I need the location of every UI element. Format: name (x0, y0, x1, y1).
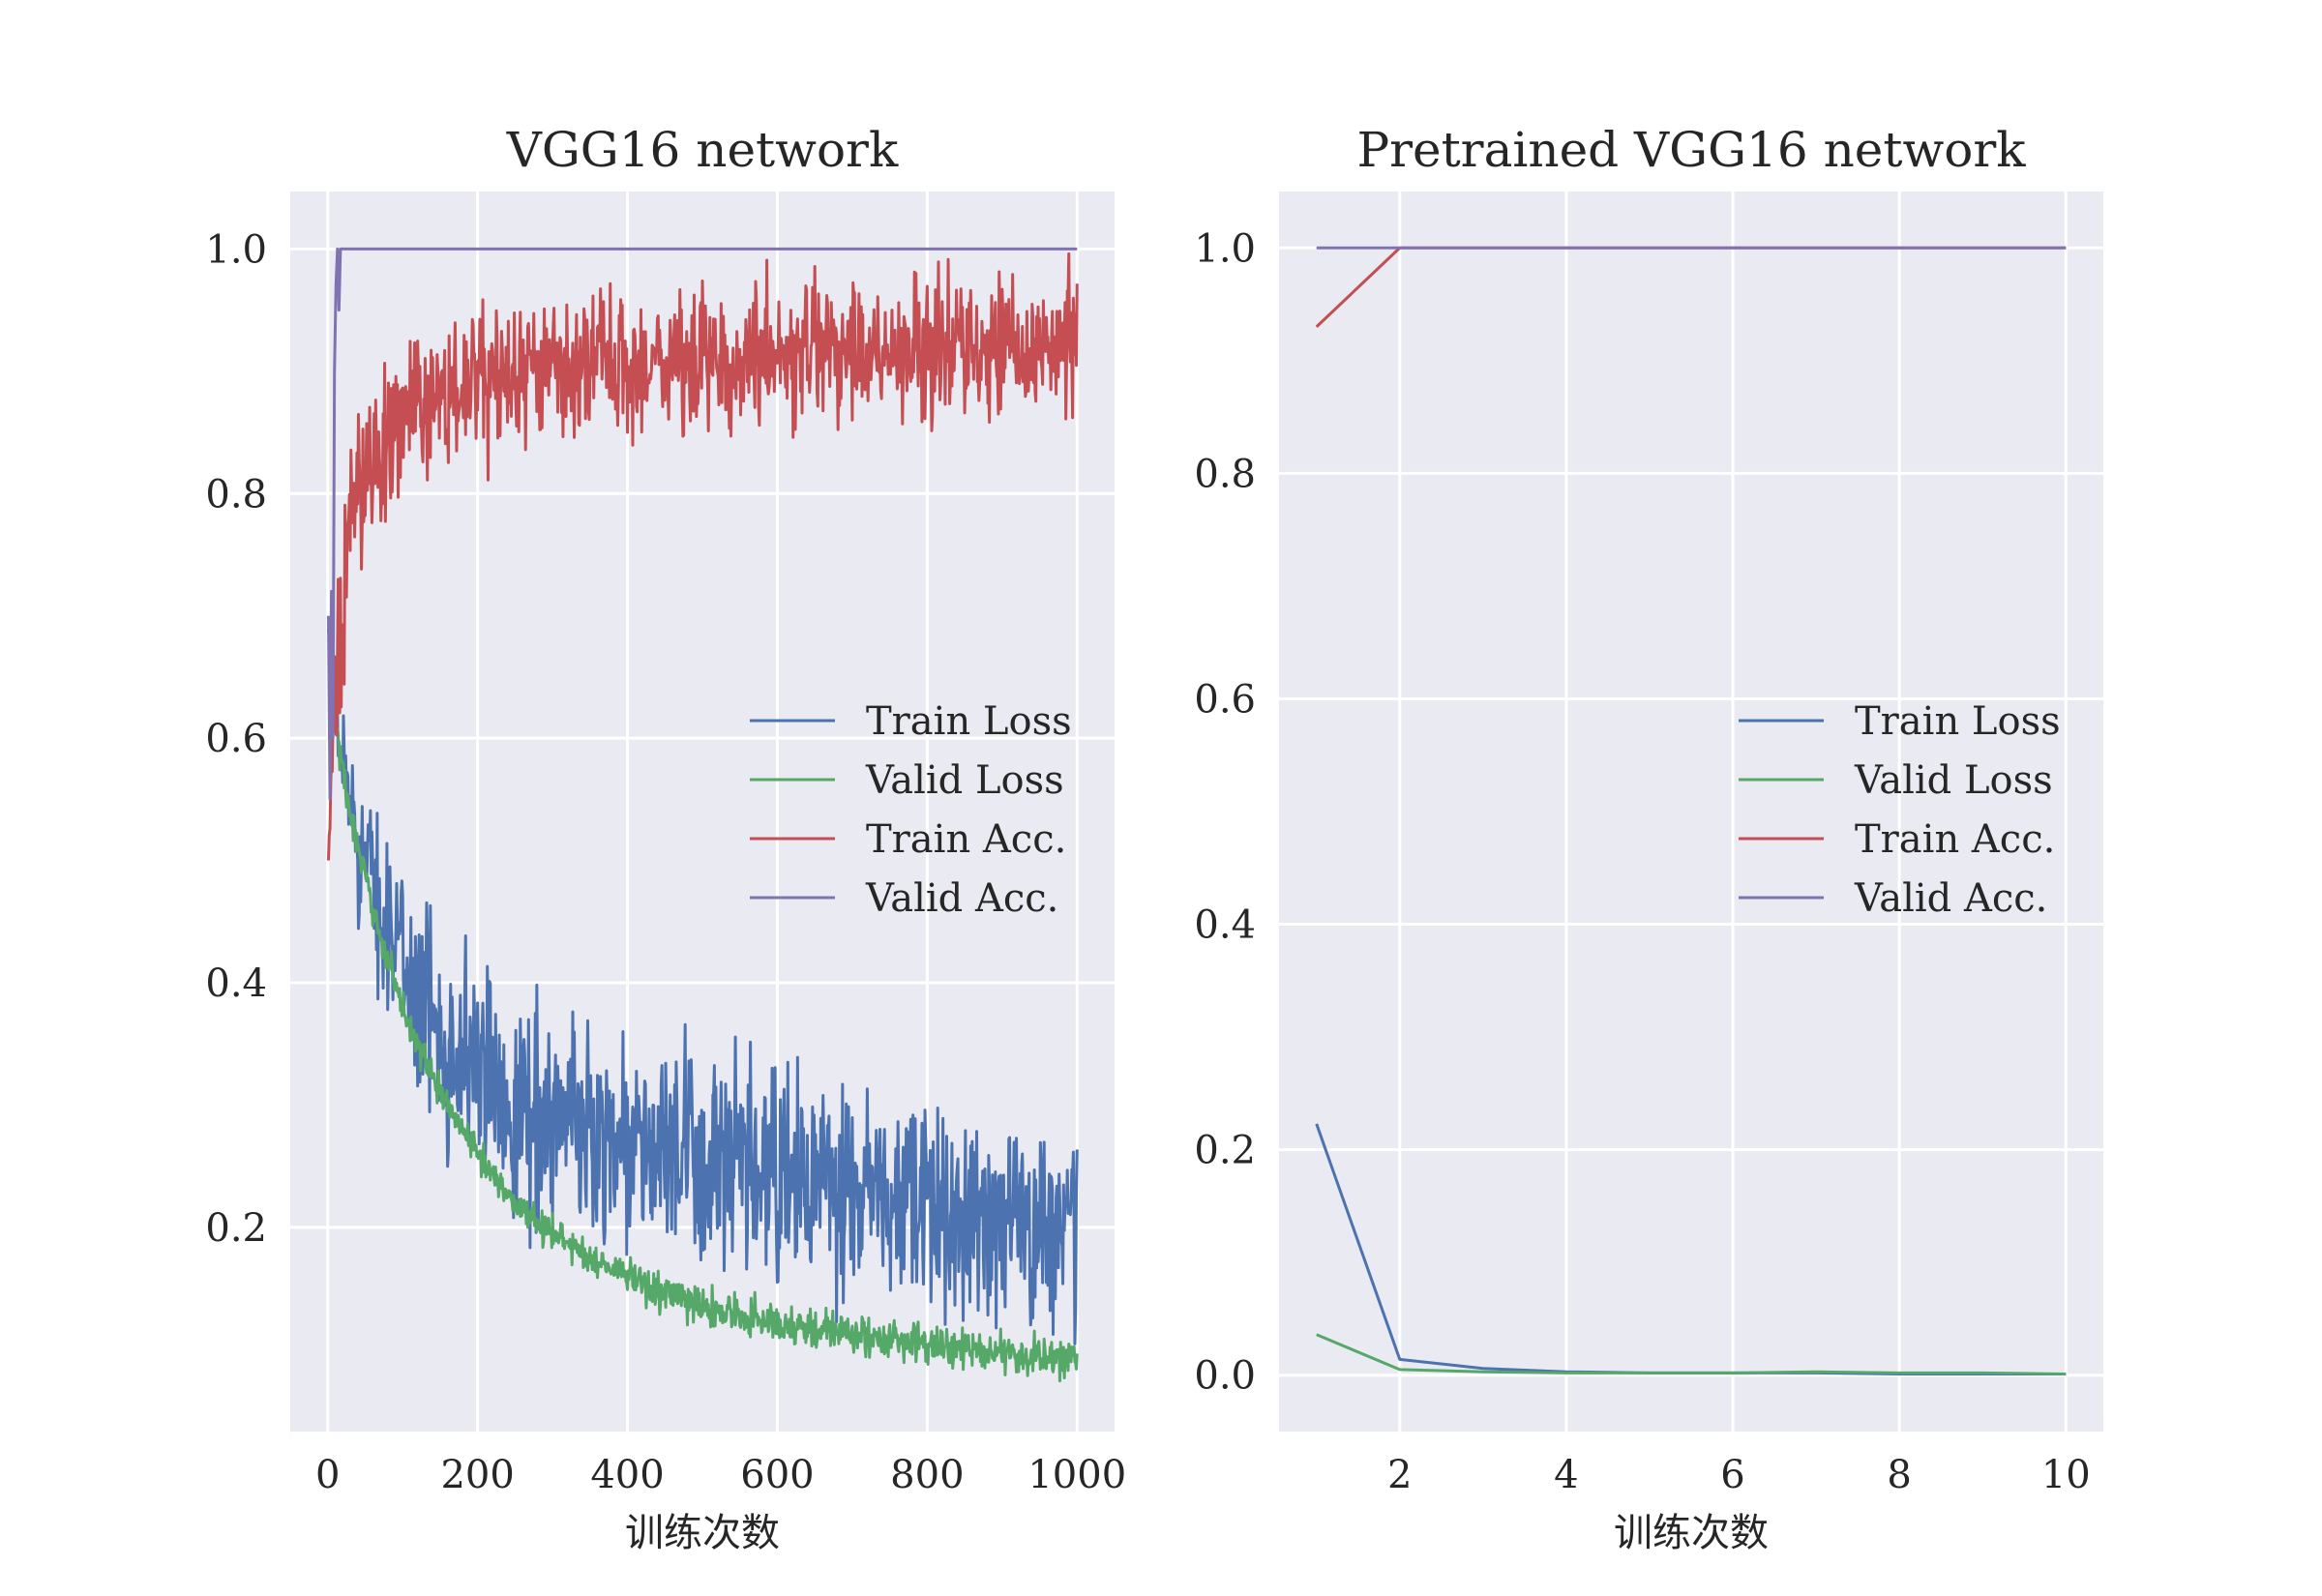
y-tick-label: 0.4 (1194, 903, 1256, 948)
y-tick-label: 1.0 (1194, 226, 1256, 271)
x-tick-label: 6 (1720, 1453, 1744, 1497)
x-tick-label: 0 (315, 1453, 340, 1497)
legend-label: Valid Loss (1854, 758, 2053, 803)
y-tick-label: 0.8 (1194, 452, 1256, 496)
x-tick-label: 4 (1554, 1453, 1578, 1497)
x-tick-label: 1000 (1027, 1453, 1126, 1497)
series-line-valid-acc (327, 247, 1078, 801)
legend-label: Valid Loss (865, 758, 1064, 803)
plot-area (1279, 192, 2103, 1432)
chart-title: VGG16 network (506, 122, 899, 178)
legend-label: Train Acc. (1855, 817, 2055, 862)
chart-1: 0 200 400 600 800 1000 0.2 0.4 0.6 0.8 1.0 VGG16 ne… (205, 122, 1126, 1555)
legend-label: Valid Acc. (1854, 876, 2047, 921)
legend-label: Valid Acc. (865, 876, 1058, 921)
x-tick-label: 400 (590, 1453, 664, 1497)
chart-2: 2 4 6 8 10 0.0 0.2 0.4 0.6 0.8 1.0 Pretrained VGG16… (1194, 122, 2103, 1555)
y-tick-label: 0.2 (205, 1206, 267, 1251)
y-tick-label: 0.4 (205, 961, 267, 1006)
x-tick-label: 600 (740, 1453, 814, 1497)
y-tick-label: 0.6 (205, 717, 267, 761)
legend: Train Loss Valid Loss Train Acc. Valid Acc. (1739, 699, 2061, 921)
series-line-valid-loss (327, 628, 1079, 1383)
legend-label: Train Loss (866, 699, 1072, 744)
y-tick-label: 0.8 (205, 472, 267, 517)
x-axis-label: 训练次数 (625, 1511, 780, 1555)
y-tick-label: 0.0 (1194, 1354, 1256, 1399)
series-line-valid-loss (1316, 1333, 2067, 1376)
legend: Train Loss Valid Loss Train Acc. Valid Acc. (750, 699, 1072, 921)
x-tick-label: 10 (2041, 1453, 2091, 1497)
series-lines (327, 247, 1079, 1383)
y-tick-label: 0.6 (1194, 677, 1256, 722)
x-tick-label: 200 (440, 1453, 514, 1497)
series-line-train-acc (327, 251, 1079, 861)
x-tick-label: 8 (1887, 1453, 1911, 1497)
x-tick-label: 2 (1387, 1453, 1412, 1497)
y-tick-label: 1.0 (205, 227, 267, 272)
series-line-train-loss (327, 628, 1079, 1345)
x-tick-label: 800 (890, 1453, 964, 1497)
legend-label: Train Loss (1855, 699, 2061, 744)
y-tick-label: 0.2 (1194, 1129, 1256, 1173)
legend-label: Train Acc. (866, 817, 1066, 862)
x-axis-label: 训练次数 (1614, 1511, 1769, 1555)
chart-title: Pretrained VGG16 network (1356, 122, 2026, 178)
series-lines (1315, 246, 2067, 1376)
